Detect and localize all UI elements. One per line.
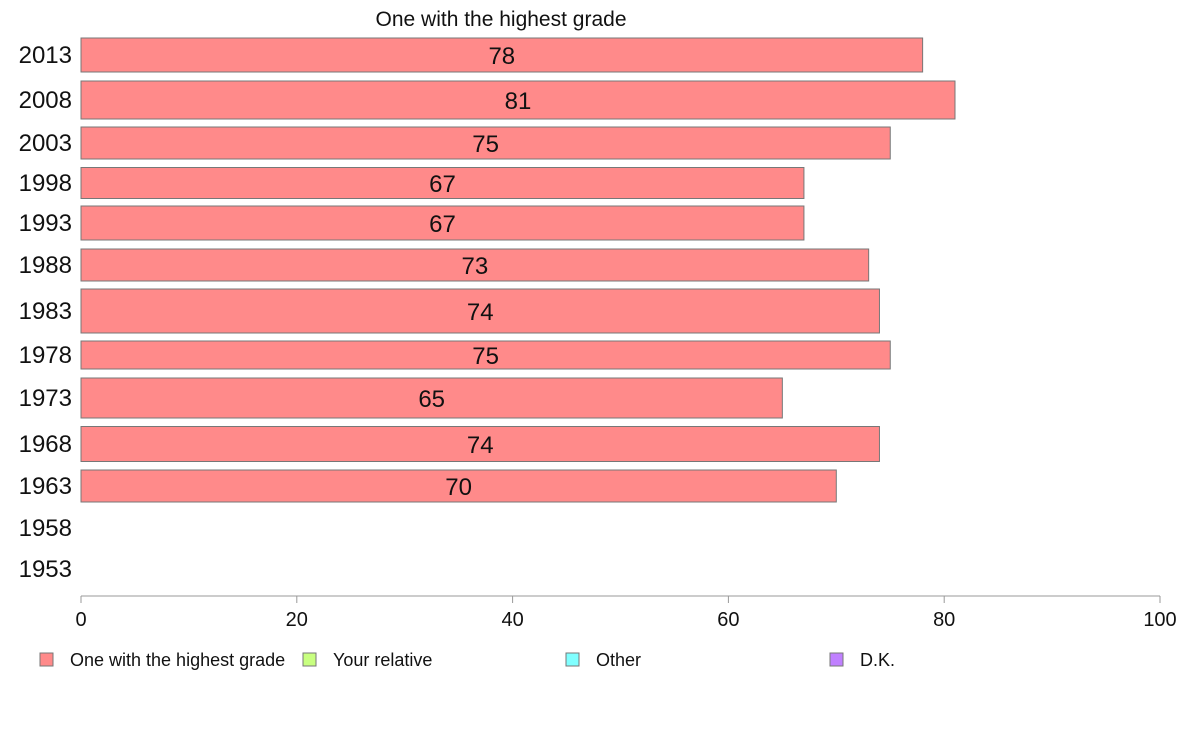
- x-tick-label: 20: [286, 609, 308, 631]
- y-tick-label: 1983: [19, 298, 72, 325]
- bar: [80, 340, 891, 370]
- y-tick-label: 1993: [19, 210, 72, 237]
- bar: [80, 426, 880, 462]
- legend-swatch: [302, 652, 317, 667]
- bar: [80, 167, 805, 199]
- y-tick-label: 2008: [19, 87, 72, 114]
- legend-label: Your relative: [333, 650, 432, 670]
- x-axis: 0 20 40 60 80 100: [75, 595, 1177, 631]
- data-label: 73: [461, 253, 488, 280]
- y-tick-label: 1988: [19, 252, 72, 279]
- bar: [80, 469, 837, 503]
- data-label: 70: [445, 474, 472, 501]
- x-tick-label: 0: [75, 609, 86, 631]
- data-label: 74: [467, 299, 494, 326]
- y-tick-label: 1968: [19, 431, 72, 458]
- data-label: 75: [472, 343, 499, 370]
- legend: One with the highest grade Your relative O…: [39, 650, 895, 670]
- data-label: 81: [505, 88, 532, 115]
- y-tick-label: 1963: [19, 473, 72, 500]
- bar: [80, 80, 956, 120]
- x-tick-label: 80: [933, 609, 955, 631]
- data-label: 74: [467, 432, 494, 459]
- data-label: 67: [429, 171, 456, 198]
- y-axis-labels: 2013 2008 2003 1998 1993 1988 1983 1978 1973 1968…: [19, 42, 72, 583]
- y-tick-label: 2003: [19, 130, 72, 157]
- bar: [80, 377, 783, 419]
- data-label: 67: [429, 211, 456, 238]
- data-label: 78: [488, 43, 515, 70]
- chart-title: One with the highest grade: [376, 8, 627, 31]
- x-tick-label: 100: [1143, 609, 1176, 631]
- y-tick-label: 1953: [19, 556, 72, 583]
- x-tick-label: 40: [501, 609, 523, 631]
- y-tick-label: 1973: [19, 385, 72, 412]
- data-label: 75: [472, 131, 499, 158]
- legend-label: Other: [596, 650, 641, 670]
- bar: [80, 37, 924, 73]
- legend-label: One with the highest grade: [70, 650, 285, 670]
- legend-swatch: [39, 652, 54, 667]
- bar: [80, 126, 891, 160]
- y-tick-label: 2013: [19, 42, 72, 69]
- y-tick-label: 1998: [19, 170, 72, 197]
- legend-swatch: [829, 652, 844, 667]
- x-tick-label: 60: [717, 609, 739, 631]
- y-tick-label: 1958: [19, 515, 72, 542]
- data-label: 65: [418, 386, 445, 413]
- y-tick-label: 1978: [19, 342, 72, 369]
- bar: [80, 288, 880, 334]
- legend-swatch: [565, 652, 580, 667]
- legend-label: D.K.: [860, 650, 895, 670]
- bar: [80, 205, 805, 241]
- bar: [80, 248, 870, 282]
